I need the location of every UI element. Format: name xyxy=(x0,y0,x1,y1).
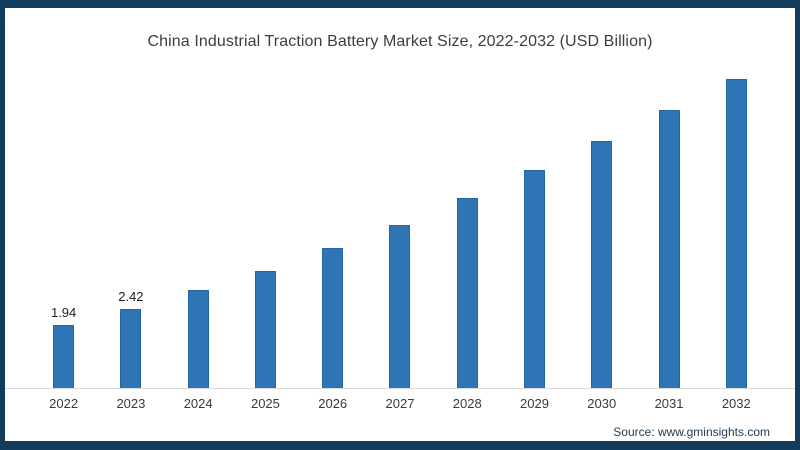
bar xyxy=(322,248,344,388)
bar-column xyxy=(568,121,635,388)
bars-container: 1.94 2.42 xyxy=(30,50,770,388)
x-tick-label: 2027 xyxy=(385,396,415,411)
source-note: Source: www.gminsights.com xyxy=(613,425,770,439)
bar-value-label: 1.94 xyxy=(50,305,77,320)
bar xyxy=(389,225,411,388)
x-tick-label: 2031 xyxy=(654,396,684,411)
bar-column xyxy=(635,90,702,388)
x-tick-label: 2025 xyxy=(250,396,280,411)
bar-column xyxy=(501,150,568,388)
x-tick-label: 2029 xyxy=(520,396,549,411)
x-tick-label: 2028 xyxy=(452,396,482,411)
x-tick-label: 2030 xyxy=(587,396,617,411)
bar-column: 1.94 xyxy=(30,305,97,388)
bar xyxy=(53,325,75,388)
bar xyxy=(120,309,142,388)
bar-column xyxy=(703,59,770,388)
bar xyxy=(523,170,545,388)
x-tick-label: 2023 xyxy=(116,396,146,411)
bar-column xyxy=(232,251,299,388)
bar-value-label: 2.42 xyxy=(118,289,144,304)
bar xyxy=(456,198,478,388)
bar xyxy=(187,290,209,388)
bar-column xyxy=(299,228,366,388)
x-axis-tick-labels: 2022 2023 2024 2025 2026 2027 2028 2029 2030 2031… xyxy=(30,396,770,411)
x-axis-line xyxy=(0,388,800,389)
bar-column: 2.42 xyxy=(97,289,164,388)
bar-column xyxy=(434,178,501,388)
x-tick-label: 2032 xyxy=(721,396,751,411)
x-tick-label: 2022 xyxy=(49,396,79,411)
chart-title: China Industrial Traction Battery Market… xyxy=(147,33,653,50)
x-tick-label: 2024 xyxy=(183,396,213,411)
bar-chart-plot-area: 1.94 2.42 xyxy=(30,50,770,388)
bar xyxy=(725,79,747,388)
bar xyxy=(591,141,613,388)
bar-column xyxy=(366,205,433,388)
bar-column xyxy=(165,270,232,388)
bar xyxy=(658,110,680,388)
bar xyxy=(254,271,276,388)
x-tick-label: 2026 xyxy=(318,396,348,411)
